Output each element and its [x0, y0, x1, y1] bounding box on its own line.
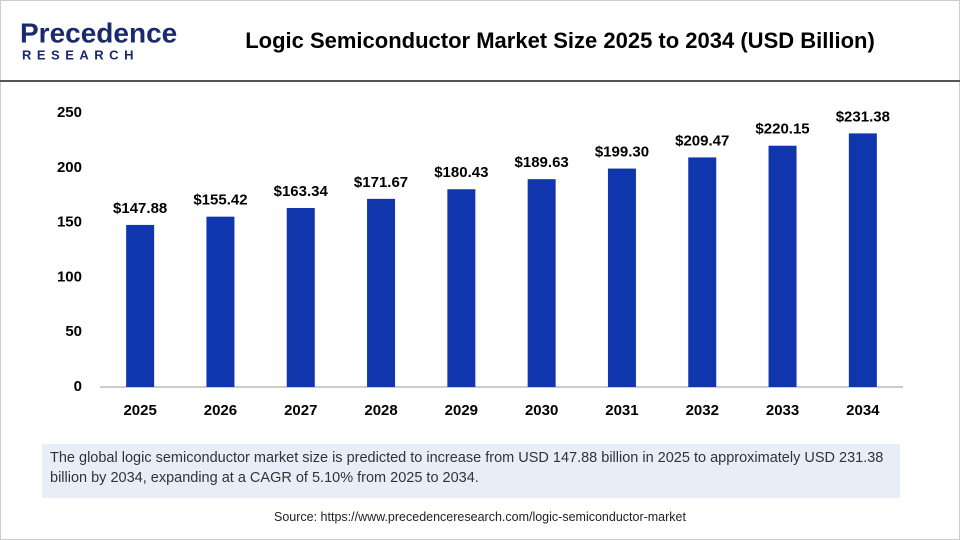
value-label: $220.15 [755, 121, 809, 138]
logo-tagline: RESEARCH [22, 47, 139, 62]
value-label: $231.38 [836, 108, 890, 125]
bar [206, 216, 235, 387]
bar [848, 133, 877, 387]
value-label: $155.42 [193, 192, 247, 209]
x-tick-label: 2028 [364, 402, 397, 419]
value-label: $189.63 [515, 154, 569, 171]
value-label: $147.88 [113, 200, 167, 217]
bar [688, 157, 717, 387]
bar [768, 145, 797, 387]
value-label: $180.43 [434, 164, 488, 181]
source: Source: https://www.precedenceresearch.c… [274, 510, 686, 524]
value-label: $163.34 [274, 183, 329, 200]
description: The global logic semiconductor market si… [42, 444, 900, 498]
bar [286, 207, 315, 387]
x-tick-label: 2030 [525, 402, 558, 419]
x-tick-label: 2025 [123, 402, 156, 419]
y-tick-label: 0 [74, 378, 82, 395]
x-tick-label: 2027 [284, 402, 317, 419]
bar [607, 168, 636, 387]
x-tick-label: 2033 [766, 402, 799, 419]
value-label: $171.67 [354, 174, 408, 191]
chart-title: Logic Semiconductor Market Size 2025 to … [245, 28, 875, 53]
x-tick-label: 2026 [204, 402, 237, 419]
y-tick-label: 50 [65, 323, 82, 340]
bar [126, 224, 155, 387]
value-label: $199.30 [595, 144, 649, 161]
x-tick-label: 2031 [605, 402, 638, 419]
bar [447, 189, 476, 387]
y-tick-label: 200 [57, 159, 82, 176]
bar [527, 179, 556, 387]
logo-name: Precedence [20, 17, 177, 48]
x-tick-label: 2034 [846, 402, 880, 419]
bar [367, 198, 396, 387]
y-tick-label: 100 [57, 268, 82, 285]
x-tick-label: 2032 [686, 402, 719, 419]
y-tick-label: 150 [57, 214, 82, 231]
value-label: $209.47 [675, 132, 729, 149]
y-tick-label: 250 [57, 104, 82, 121]
x-tick-label: 2029 [445, 402, 478, 419]
